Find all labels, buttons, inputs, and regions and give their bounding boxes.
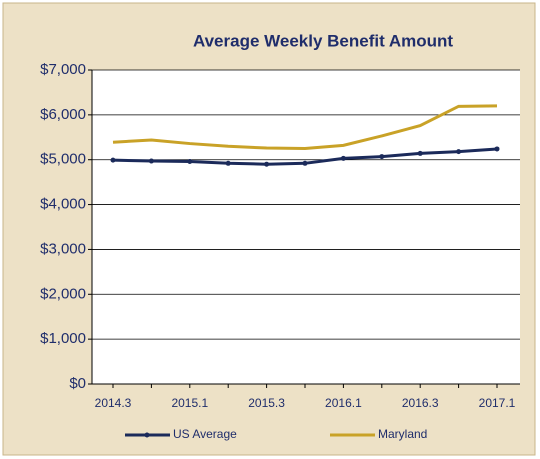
x-tick-label: 2017.1 — [479, 396, 516, 410]
y-tick-label: $3,000 — [40, 240, 86, 257]
point — [302, 160, 308, 166]
point — [110, 157, 116, 163]
y-tick-label: $7,000 — [40, 61, 86, 78]
point — [379, 154, 385, 160]
x-tick-label: 2016.1 — [325, 396, 362, 410]
y-tick-label: $1,000 — [40, 330, 86, 347]
x-tick-label: 2015.1 — [171, 396, 208, 410]
plot-area — [92, 70, 520, 384]
point — [456, 149, 462, 155]
point — [494, 146, 500, 152]
x-tick-label: 2016.3 — [402, 396, 439, 410]
chart-title: Average Weekly Benefit Amount — [193, 31, 453, 50]
point — [187, 159, 193, 165]
legend-label: US Average — [173, 427, 237, 441]
point — [340, 155, 346, 161]
y-tick-label: $4,000 — [40, 196, 86, 213]
point — [264, 161, 270, 167]
y-tick-label: $0 — [69, 375, 86, 392]
legend-label: Maryland — [378, 427, 427, 441]
y-tick-label: $6,000 — [40, 106, 86, 123]
series-line — [112, 104, 498, 151]
point — [148, 158, 154, 164]
point — [225, 160, 231, 166]
y-tick-label: $5,000 — [40, 151, 86, 168]
x-tick-label: 2015.3 — [248, 396, 285, 410]
point — [417, 150, 423, 156]
y-tick-label: $2,000 — [40, 285, 86, 302]
legend-marker — [144, 432, 150, 438]
x-tick-label: 2014.3 — [95, 396, 132, 410]
